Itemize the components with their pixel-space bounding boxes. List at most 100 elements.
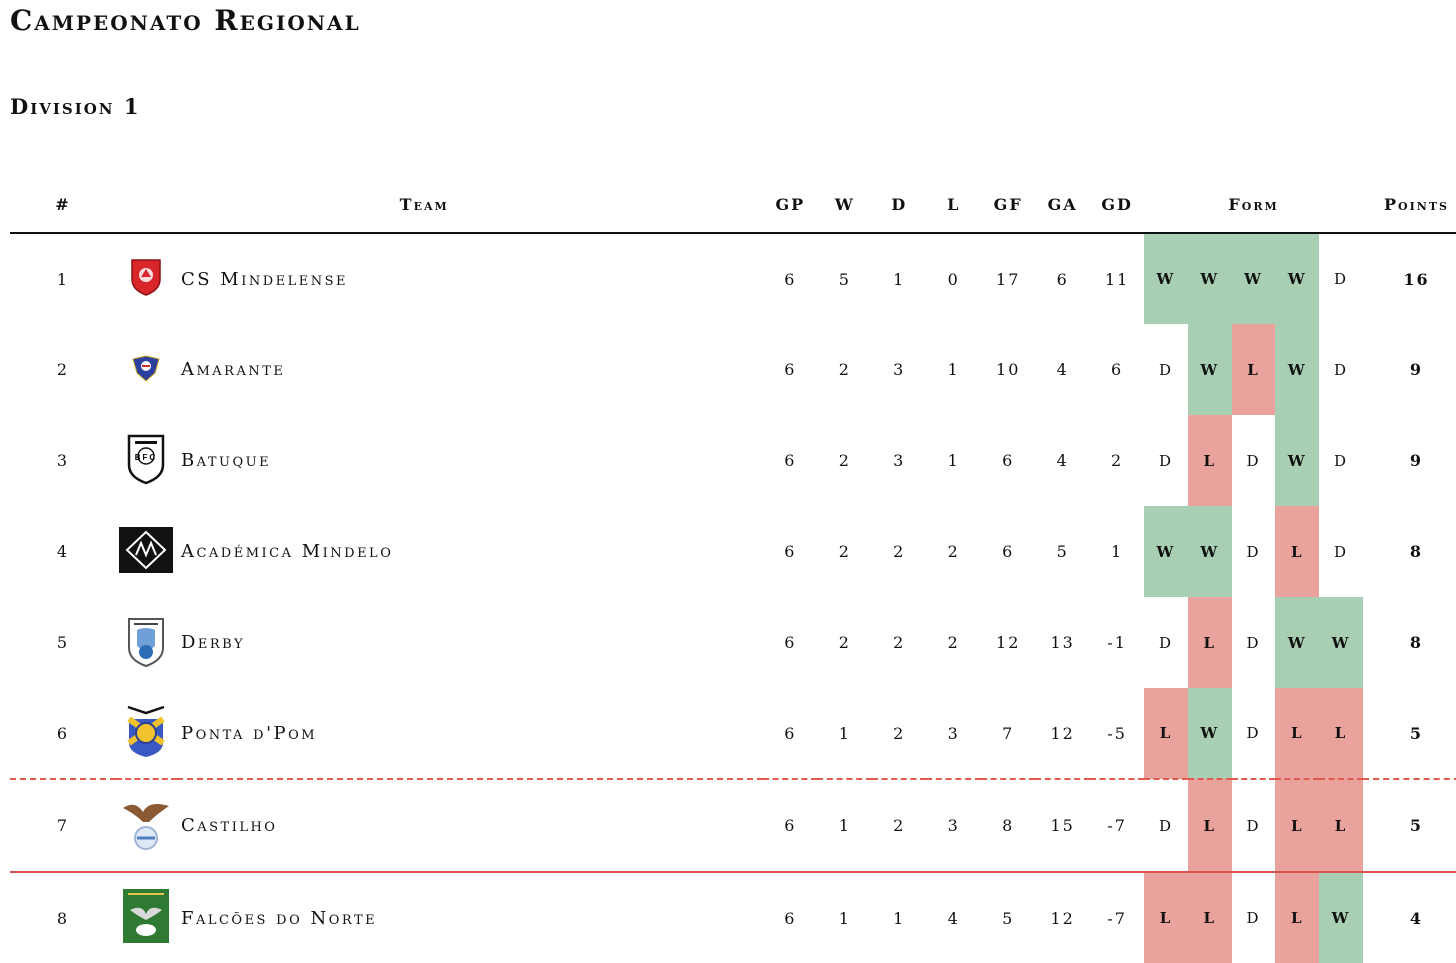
- form-result-cell: D: [1246, 724, 1261, 742]
- rank-cell: 6: [56, 723, 70, 743]
- form-result-cell: L: [1187, 872, 1232, 963]
- col-gp-header: GP: [775, 194, 806, 214]
- form-result-cell: L: [1187, 597, 1232, 688]
- d-cell: 2: [893, 542, 906, 561]
- form-result-cell: W: [1275, 233, 1320, 324]
- form-result-cell: D: [1246, 909, 1261, 927]
- form-result-cell: L: [1231, 324, 1276, 415]
- gf-cell: 17: [996, 269, 1021, 289]
- table-row: 2 Amarante 6 2 3 1 10 4 6 D W L W D 9: [10, 324, 1456, 415]
- table-row: 4 Académica Mindelo 6 2 2 2 6 5 1 W W D L D 8: [10, 506, 1456, 597]
- amarante-crest: [131, 353, 161, 387]
- team-name-cell: CS Mindelense: [180, 268, 349, 290]
- l-cell: 2: [947, 542, 960, 561]
- form-result-cell: D: [1334, 270, 1349, 288]
- form-result-cell: L: [1275, 688, 1320, 779]
- team-name-cell: Castilho: [180, 815, 278, 836]
- gf-cell: 10: [996, 360, 1021, 379]
- d-cell: 1: [893, 269, 906, 289]
- form-result-cell: L: [1187, 779, 1232, 872]
- w-cell: 1: [838, 816, 851, 835]
- svg-text:BFC: BFC: [135, 453, 157, 462]
- points-cell: 9: [1409, 451, 1424, 470]
- form-result-cell: D: [1158, 633, 1173, 652]
- form-result-cell: W: [1187, 506, 1232, 597]
- header-row: # Team GP W D L GF GA GD Form Points: [10, 176, 1456, 233]
- division-title: Division 1: [10, 94, 141, 119]
- col-ga-header: GA: [1047, 194, 1078, 214]
- gp-cell: 6: [784, 269, 797, 289]
- l-cell: 1: [947, 451, 960, 470]
- d-cell: 2: [893, 816, 906, 835]
- form-result-cell: L: [1275, 506, 1320, 597]
- form-result-cell: W: [1187, 688, 1232, 779]
- team-name-cell: Académica Mindelo: [180, 541, 394, 562]
- col-w-header: W: [834, 194, 855, 214]
- page-title: Campeonato Regional: [10, 4, 361, 37]
- form-result-cell: L: [1144, 688, 1188, 779]
- form-result-cell: L: [1319, 779, 1363, 872]
- w-cell: 2: [838, 633, 851, 652]
- w-cell: 1: [838, 908, 851, 928]
- table-row: 5 Derby 6 2 2 2 12 13 -1 D L D W W 8: [10, 597, 1456, 688]
- team-name-cell: Ponta d'Pom: [180, 722, 318, 744]
- points-cell: 4: [1409, 908, 1424, 928]
- form-result-cell: D: [1334, 451, 1349, 470]
- crest-cell: [116, 872, 177, 963]
- l-cell: 4: [947, 908, 960, 928]
- crest-cell: [116, 779, 177, 872]
- col-form-header: Form: [1228, 194, 1279, 214]
- form-result-cell: L: [1187, 415, 1232, 506]
- l-cell: 3: [947, 816, 960, 835]
- l-cell: 2: [947, 633, 960, 652]
- points-cell: 16: [1403, 269, 1430, 289]
- form-result-cell: W: [1275, 597, 1320, 688]
- gp-cell: 6: [784, 908, 797, 928]
- d-cell: 3: [893, 451, 906, 470]
- col-l-header: L: [947, 194, 961, 214]
- gd-cell: -7: [1107, 908, 1127, 928]
- form-result-cell: W: [1231, 233, 1276, 324]
- ga-cell: 12: [1050, 908, 1075, 928]
- standings-table: # Team GP W D L GF GA GD Form Points 1 CS…: [10, 176, 1456, 963]
- form-result-cell: D: [1246, 542, 1261, 561]
- l-cell: 1: [947, 360, 960, 379]
- form-result-cell: W: [1275, 324, 1320, 415]
- gd-cell: -7: [1107, 816, 1127, 835]
- gf-cell: 12: [996, 633, 1021, 652]
- points-cell: 5: [1409, 816, 1424, 835]
- form-result-cell: W: [1275, 415, 1320, 506]
- col-team-header: Team: [399, 194, 449, 214]
- crest-cell: [116, 506, 177, 597]
- gd-cell: 6: [1111, 360, 1124, 379]
- crest-cell: [116, 324, 177, 415]
- table-row: 8 Falcões do Norte 6 1 1 4 5 12 -7 L L D L W 4: [10, 872, 1456, 963]
- w-cell: 5: [838, 269, 851, 289]
- form-result-cell: W: [1319, 872, 1363, 963]
- crest-cell: [116, 597, 177, 688]
- d-cell: 3: [893, 360, 906, 379]
- ga-cell: 12: [1050, 723, 1075, 743]
- gp-cell: 6: [784, 451, 797, 470]
- gp-cell: 6: [784, 816, 797, 835]
- gf-cell: 5: [1002, 908, 1015, 928]
- d-cell: 1: [893, 908, 906, 928]
- ga-cell: 4: [1056, 451, 1069, 470]
- points-cell: 9: [1409, 360, 1424, 379]
- gf-cell: 6: [1002, 542, 1015, 561]
- table-row: 6 Ponta d'Pom 6 1 2 3 7 12 -5 L W D L L 5: [10, 688, 1456, 779]
- ga-cell: 15: [1050, 816, 1075, 835]
- gd-cell: -1: [1107, 633, 1127, 652]
- rank-cell: 1: [56, 269, 70, 289]
- gd-cell: 2: [1111, 451, 1124, 470]
- col-points-header: Points: [1384, 194, 1449, 214]
- ga-cell: 13: [1050, 633, 1075, 652]
- form-result-cell: W: [1187, 324, 1232, 415]
- gp-cell: 6: [784, 360, 797, 379]
- col-d-header: D: [891, 194, 908, 214]
- gd-cell: 11: [1104, 269, 1130, 289]
- rank-cell: 8: [56, 908, 70, 928]
- ponta-dpom-crest: [123, 703, 169, 763]
- w-cell: 1: [838, 723, 851, 743]
- form-result-cell: D: [1158, 360, 1173, 379]
